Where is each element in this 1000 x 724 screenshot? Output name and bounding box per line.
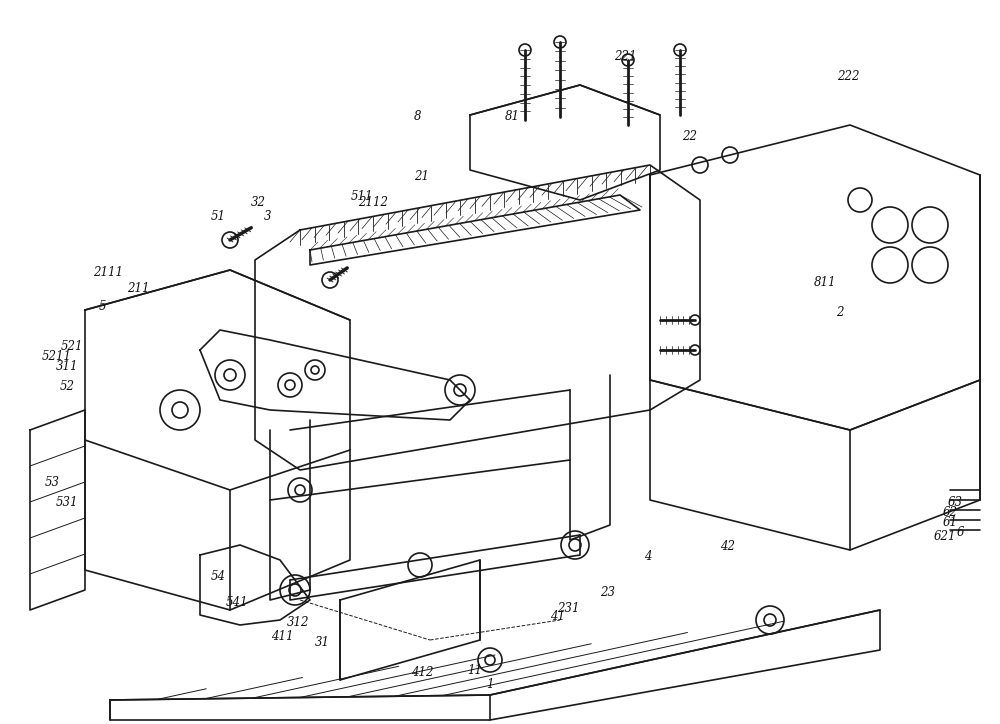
Text: 5211: 5211 [42,350,72,363]
Text: 21: 21 [415,170,430,183]
Text: 2111: 2111 [93,266,123,279]
Text: 222: 222 [837,70,859,83]
Text: 81: 81 [505,111,520,124]
Text: 5: 5 [98,300,106,313]
Text: 211: 211 [127,282,149,295]
Text: 41: 41 [550,610,566,623]
Text: 62: 62 [942,505,958,518]
Text: 412: 412 [411,665,433,678]
Text: 61: 61 [942,515,958,529]
Text: 4: 4 [644,550,652,563]
Text: 6: 6 [956,526,964,539]
Text: 511: 511 [351,190,373,203]
Text: 42: 42 [720,541,736,554]
Text: 1: 1 [486,678,494,691]
Text: 541: 541 [226,596,248,608]
Text: 63: 63 [948,495,962,508]
Text: 23: 23 [600,586,616,599]
Text: 31: 31 [314,636,330,649]
Text: 231: 231 [557,602,579,615]
Text: 2112: 2112 [358,195,388,209]
Text: 2: 2 [836,306,844,319]
Text: 54: 54 [210,571,226,584]
Text: 621: 621 [934,531,956,544]
Text: 32: 32 [250,195,266,209]
Text: 531: 531 [56,495,78,508]
Text: 8: 8 [414,111,422,124]
Text: 221: 221 [614,51,636,64]
Text: 52: 52 [60,381,74,394]
Text: 51: 51 [210,211,226,224]
Text: 3: 3 [264,211,272,224]
Text: 521: 521 [61,340,83,353]
Text: 312: 312 [287,615,309,628]
Text: 22: 22 [682,130,698,143]
Text: 53: 53 [44,476,60,489]
Text: 411: 411 [271,631,293,644]
Text: 11: 11 [468,663,482,676]
Text: 311: 311 [56,361,78,374]
Text: 811: 811 [814,276,836,288]
